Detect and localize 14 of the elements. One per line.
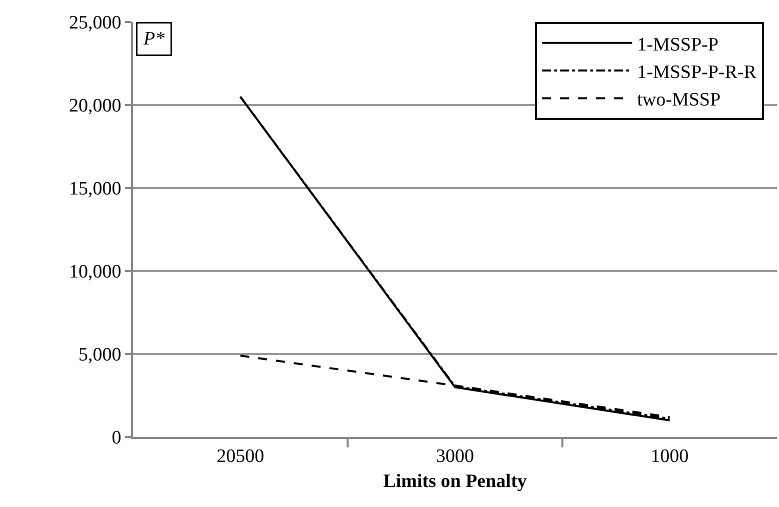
y-tick-label: 5,000 (78, 344, 122, 366)
y-tick-label: 20,000 (68, 96, 122, 117)
x-tick-label: 3000 (436, 446, 474, 467)
annotation: P* (142, 28, 166, 50)
x-axis-title: Limits on Penalty (383, 471, 528, 492)
legend-label: two-MSSP (637, 90, 721, 111)
y-tick-label: 25,000 (68, 12, 122, 34)
legend-label: 1-MSSP-P (637, 34, 718, 56)
y-tick-label: 0 (112, 428, 122, 449)
x-tick-label: 20500 (216, 446, 264, 467)
y-tick-label: 15,000 (68, 178, 122, 200)
y-tick-label: 10,000 (68, 262, 122, 283)
x-tick-label: 1000 (650, 446, 689, 467)
legend-label: 1-MSSP-P-R-R (637, 62, 757, 83)
